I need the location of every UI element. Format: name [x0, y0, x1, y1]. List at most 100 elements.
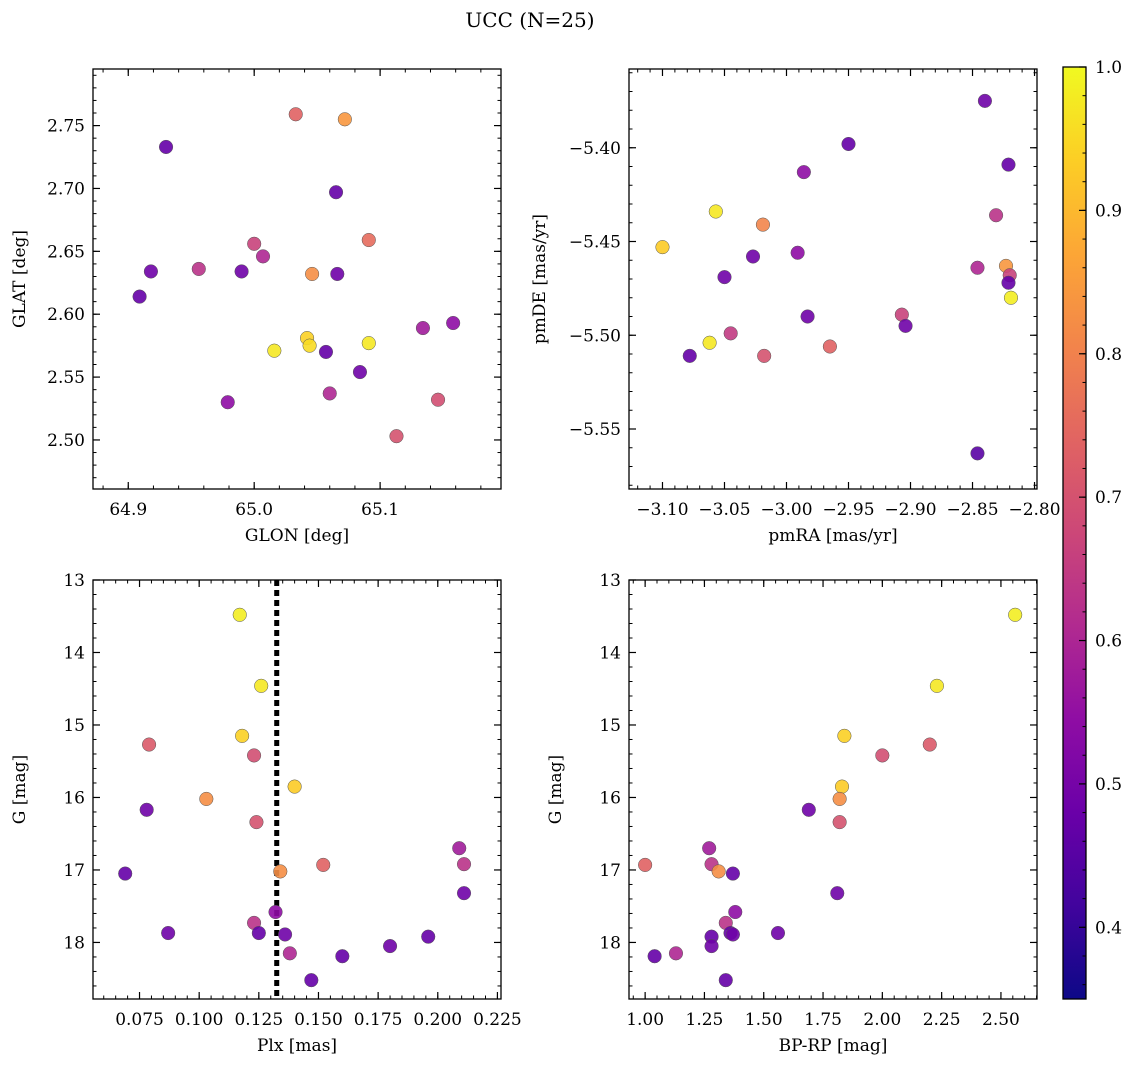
- data-point: [430, 392, 446, 407]
- y-tick-label: −5.50: [569, 326, 621, 346]
- data-point: [796, 165, 811, 180]
- x-tick-label: 65.0: [235, 500, 273, 520]
- x-tick-label: 2.00: [863, 1010, 901, 1030]
- x-tick-label: 0.100: [175, 1010, 224, 1030]
- data-point: [361, 336, 376, 351]
- data-point: [822, 339, 837, 354]
- x-axis-label: pmRA [mas/yr]: [768, 526, 897, 546]
- data-point: [837, 728, 852, 743]
- y-tick-label: 18: [63, 933, 85, 953]
- plot-frame: [92, 68, 502, 490]
- x-tick-label: 2.25: [923, 1010, 961, 1030]
- data-point: [790, 245, 805, 260]
- data-point: [139, 802, 154, 817]
- data-point: [287, 779, 302, 794]
- data-point: [415, 320, 430, 336]
- data-point: [723, 326, 738, 341]
- data-point: [220, 395, 235, 410]
- colorbar-gradient: [1063, 67, 1086, 999]
- y-tick-label: 14: [63, 643, 85, 663]
- data-point: [989, 208, 1004, 223]
- y-tick-label: 15: [63, 716, 85, 736]
- y-axis-label: GLAT [deg]: [10, 230, 30, 328]
- y-tick-label: 13: [599, 571, 621, 591]
- x-tick-label: −2.85: [946, 500, 998, 520]
- x-tick-label: −2.90: [884, 500, 936, 520]
- data-point: [702, 335, 717, 350]
- data-point: [337, 112, 352, 127]
- colorbar-tick-label: 1.0: [1095, 58, 1122, 78]
- x-tick-label: 1.25: [686, 1010, 724, 1030]
- x-tick-label: 1.75: [804, 1010, 842, 1030]
- data-point: [318, 344, 334, 359]
- y-tick-label: 18: [599, 933, 621, 953]
- plot-frame: [628, 68, 1038, 490]
- data-point: [456, 886, 472, 901]
- data-point: [421, 929, 436, 944]
- data-point: [302, 338, 317, 353]
- y-axis-label: pmDE [mas/yr]: [530, 214, 550, 344]
- y-tick-label: −5.40: [569, 139, 621, 159]
- data-point: [728, 904, 743, 920]
- y-tick-label: 13: [63, 571, 85, 591]
- figure-title: UCC (N=25): [465, 8, 594, 32]
- data-point: [361, 232, 376, 248]
- data-point: [704, 939, 719, 954]
- plot-frame: [628, 579, 1038, 1000]
- data-point: [832, 791, 847, 806]
- y-tick-label: 17: [63, 861, 85, 881]
- data-point: [922, 737, 937, 752]
- data-point: [304, 973, 319, 988]
- y-tick-label: 2.75: [47, 117, 85, 137]
- data-point: [770, 925, 786, 941]
- y-tick-label: 15: [599, 716, 621, 736]
- data-point: [711, 864, 726, 879]
- data-point: [235, 728, 250, 743]
- data-point: [875, 748, 890, 763]
- x-tick-label: 0.125: [234, 1010, 283, 1030]
- data-point: [158, 139, 174, 155]
- data-point: [322, 386, 337, 401]
- colorbar-tick-label: 0.4: [1095, 918, 1122, 938]
- scatter-panel-1: 64.9 65.0 65.1 2.50 2.55 2.60 2.65 2.70 2.75 GLON…: [10, 68, 502, 546]
- data-point: [328, 185, 344, 200]
- colorbar-tick-label: 0.5: [1095, 775, 1122, 795]
- data-point: [452, 841, 467, 856]
- x-tick-label: 2.50: [982, 1010, 1020, 1030]
- colorbar-tick-label: 0.7: [1095, 488, 1122, 508]
- colorbar: 0.4 0.5 0.6 0.7 0.8 0.9 1.0: [1062, 58, 1122, 1000]
- x-tick-label: 0.150: [294, 1010, 343, 1030]
- data-point: [161, 925, 176, 941]
- y-axis-label: G [mag]: [10, 755, 30, 824]
- data-point: [316, 857, 331, 872]
- data-point: [757, 348, 772, 363]
- data-point: [132, 289, 147, 304]
- data-point: [335, 949, 350, 964]
- x-tick-label: −2.95: [822, 500, 874, 520]
- x-tick-label: −3.05: [698, 500, 750, 520]
- data-point: [247, 236, 262, 251]
- data-point: [717, 270, 732, 285]
- data-point: [745, 249, 761, 264]
- data-point: [456, 857, 472, 872]
- data-point: [330, 266, 345, 282]
- data-point: [718, 973, 733, 988]
- data-point: [254, 678, 269, 693]
- x-tick-label: 65.1: [361, 500, 399, 520]
- data-point: [268, 904, 283, 920]
- data-point: [118, 866, 133, 881]
- colorbar-tick-label: 0.6: [1095, 632, 1122, 652]
- x-tick-label: 1.50: [745, 1010, 783, 1030]
- data-point: [929, 678, 944, 693]
- data-point: [288, 107, 303, 122]
- data-point: [755, 217, 770, 232]
- y-tick-label: 2.55: [47, 368, 85, 388]
- data-point: [682, 348, 697, 363]
- data-point: [725, 866, 740, 881]
- data-point: [655, 240, 670, 255]
- data-point: [832, 815, 847, 830]
- x-axis-label: BP-RP [mag]: [779, 1036, 888, 1056]
- data-point: [638, 857, 653, 872]
- x-tick-label: −3.00: [760, 500, 812, 520]
